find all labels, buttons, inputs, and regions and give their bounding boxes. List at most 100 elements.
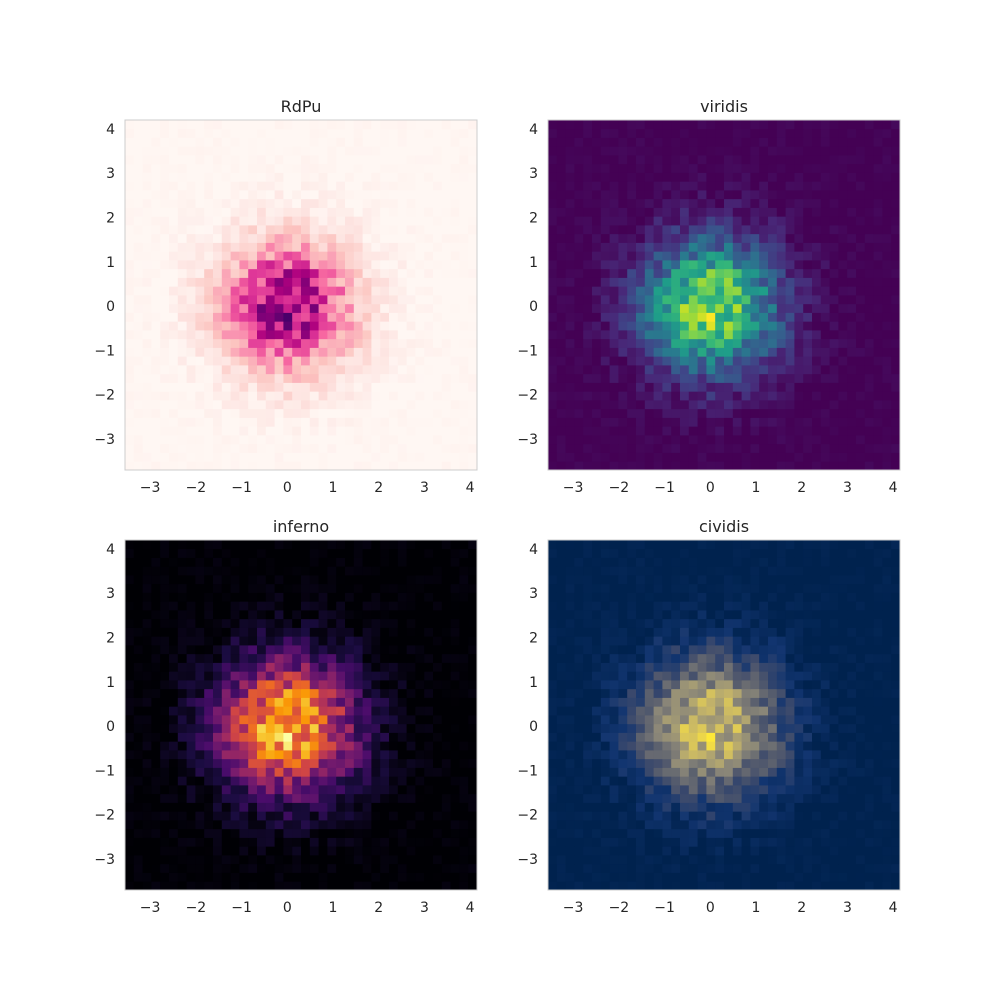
heatmap-cell	[204, 268, 214, 278]
heatmap-cell	[450, 347, 460, 357]
heatmap-cell	[230, 286, 240, 296]
heatmap-cell	[847, 251, 857, 261]
heatmap-cell	[353, 242, 363, 252]
heatmap-cell	[450, 627, 460, 637]
heatmap-cell	[750, 207, 760, 217]
heatmap-cell	[160, 181, 170, 191]
heatmap-cell	[556, 408, 566, 418]
heatmap-cell	[195, 181, 205, 191]
heatmap-cell	[724, 373, 734, 383]
heatmap-cell	[627, 452, 637, 462]
heatmap-cell	[406, 260, 416, 270]
heatmap-cell	[433, 198, 443, 208]
heatmap-cell	[186, 785, 196, 795]
heatmap-cell	[309, 802, 319, 812]
heatmap-cell	[424, 863, 434, 873]
heatmap-cell	[397, 146, 407, 156]
heatmap-cell	[371, 365, 381, 375]
heatmap-cell	[574, 260, 584, 270]
heatmap-cell	[221, 461, 231, 471]
heatmap-cell	[336, 233, 346, 243]
heatmap-cell	[838, 155, 848, 165]
heatmap-cell	[433, 750, 443, 760]
heatmap-cell	[441, 225, 451, 235]
heatmap-cell	[353, 408, 363, 418]
heatmap-cell	[565, 128, 575, 138]
heatmap-cell	[125, 295, 135, 305]
heatmap-cell	[618, 216, 628, 226]
heatmap-cell	[688, 312, 698, 322]
heatmap-cell	[671, 233, 681, 243]
heatmap-cell	[309, 435, 319, 445]
heatmap-cell	[785, 146, 795, 156]
heatmap-cell	[371, 347, 381, 357]
heatmap-cell	[151, 426, 161, 436]
heatmap-cell	[125, 575, 135, 585]
heatmap-cell	[794, 303, 804, 313]
heatmap-cell	[424, 330, 434, 340]
heatmap-cell	[195, 758, 205, 768]
heatmap-cell	[160, 452, 170, 462]
heatmap-cell	[362, 627, 372, 637]
heatmap-cell	[283, 557, 293, 567]
heatmap-cell	[556, 461, 566, 471]
heatmap-cell	[327, 137, 337, 147]
heatmap-cell	[230, 776, 240, 786]
heatmap-cell	[548, 330, 558, 340]
heatmap-cell	[345, 225, 355, 235]
heatmap-cell	[441, 680, 451, 690]
heatmap-cell	[450, 400, 460, 410]
heatmap-cell	[433, 811, 443, 821]
heatmap-cell	[415, 365, 425, 375]
heatmap-cell	[556, 155, 566, 165]
heatmap-cell	[177, 295, 187, 305]
heatmap-cell	[169, 338, 179, 348]
heatmap-cell	[362, 785, 372, 795]
heatmap-cell	[829, 417, 839, 427]
heatmap-cell	[873, 330, 883, 340]
heatmap-cell	[345, 172, 355, 182]
heatmap-cell	[618, 443, 628, 453]
heatmap-cell	[838, 146, 848, 156]
heatmap-cell	[776, 216, 786, 226]
heatmap-cell	[204, 408, 214, 418]
heatmap-cell	[265, 268, 275, 278]
heatmap-cell	[309, 146, 319, 156]
heatmap-cell	[794, 373, 804, 383]
heatmap-cell	[838, 872, 848, 882]
heatmap-cell	[829, 181, 839, 191]
heatmap-cell	[177, 330, 187, 340]
heatmap-cell	[882, 242, 892, 252]
heatmap-cell	[636, 225, 646, 235]
heatmap-cell	[274, 610, 284, 620]
heatmap-cell	[274, 382, 284, 392]
heatmap-cell	[856, 408, 866, 418]
heatmap-cell	[301, 575, 311, 585]
heatmap-cell	[160, 548, 170, 558]
heatmap-cell	[882, 435, 892, 445]
heatmap-cell	[309, 750, 319, 760]
heatmap-cell	[177, 435, 187, 445]
heatmap-cell	[318, 575, 328, 585]
heatmap-cell	[309, 181, 319, 191]
heatmap-cell	[283, 207, 293, 217]
y-tick-label: −2	[517, 388, 538, 404]
heatmap-cell	[230, 260, 240, 270]
heatmap-cell	[151, 592, 161, 602]
heatmap-cell	[283, 863, 293, 873]
heatmap-cell	[221, 811, 231, 821]
heatmap-cell	[327, 566, 337, 576]
heatmap-cell	[688, 207, 698, 217]
heatmap-cell	[724, 321, 734, 331]
heatmap-cell	[353, 365, 363, 375]
heatmap-cell	[265, 793, 275, 803]
heatmap-cell	[362, 636, 372, 646]
heatmap-cell	[600, 356, 610, 366]
heatmap-cell	[397, 793, 407, 803]
heatmap-cell	[239, 137, 249, 147]
heatmap-cell	[697, 365, 707, 375]
heatmap-cell	[600, 207, 610, 217]
heatmap-cell	[362, 688, 372, 698]
heatmap-cell	[397, 426, 407, 436]
heatmap-cell	[891, 172, 901, 182]
